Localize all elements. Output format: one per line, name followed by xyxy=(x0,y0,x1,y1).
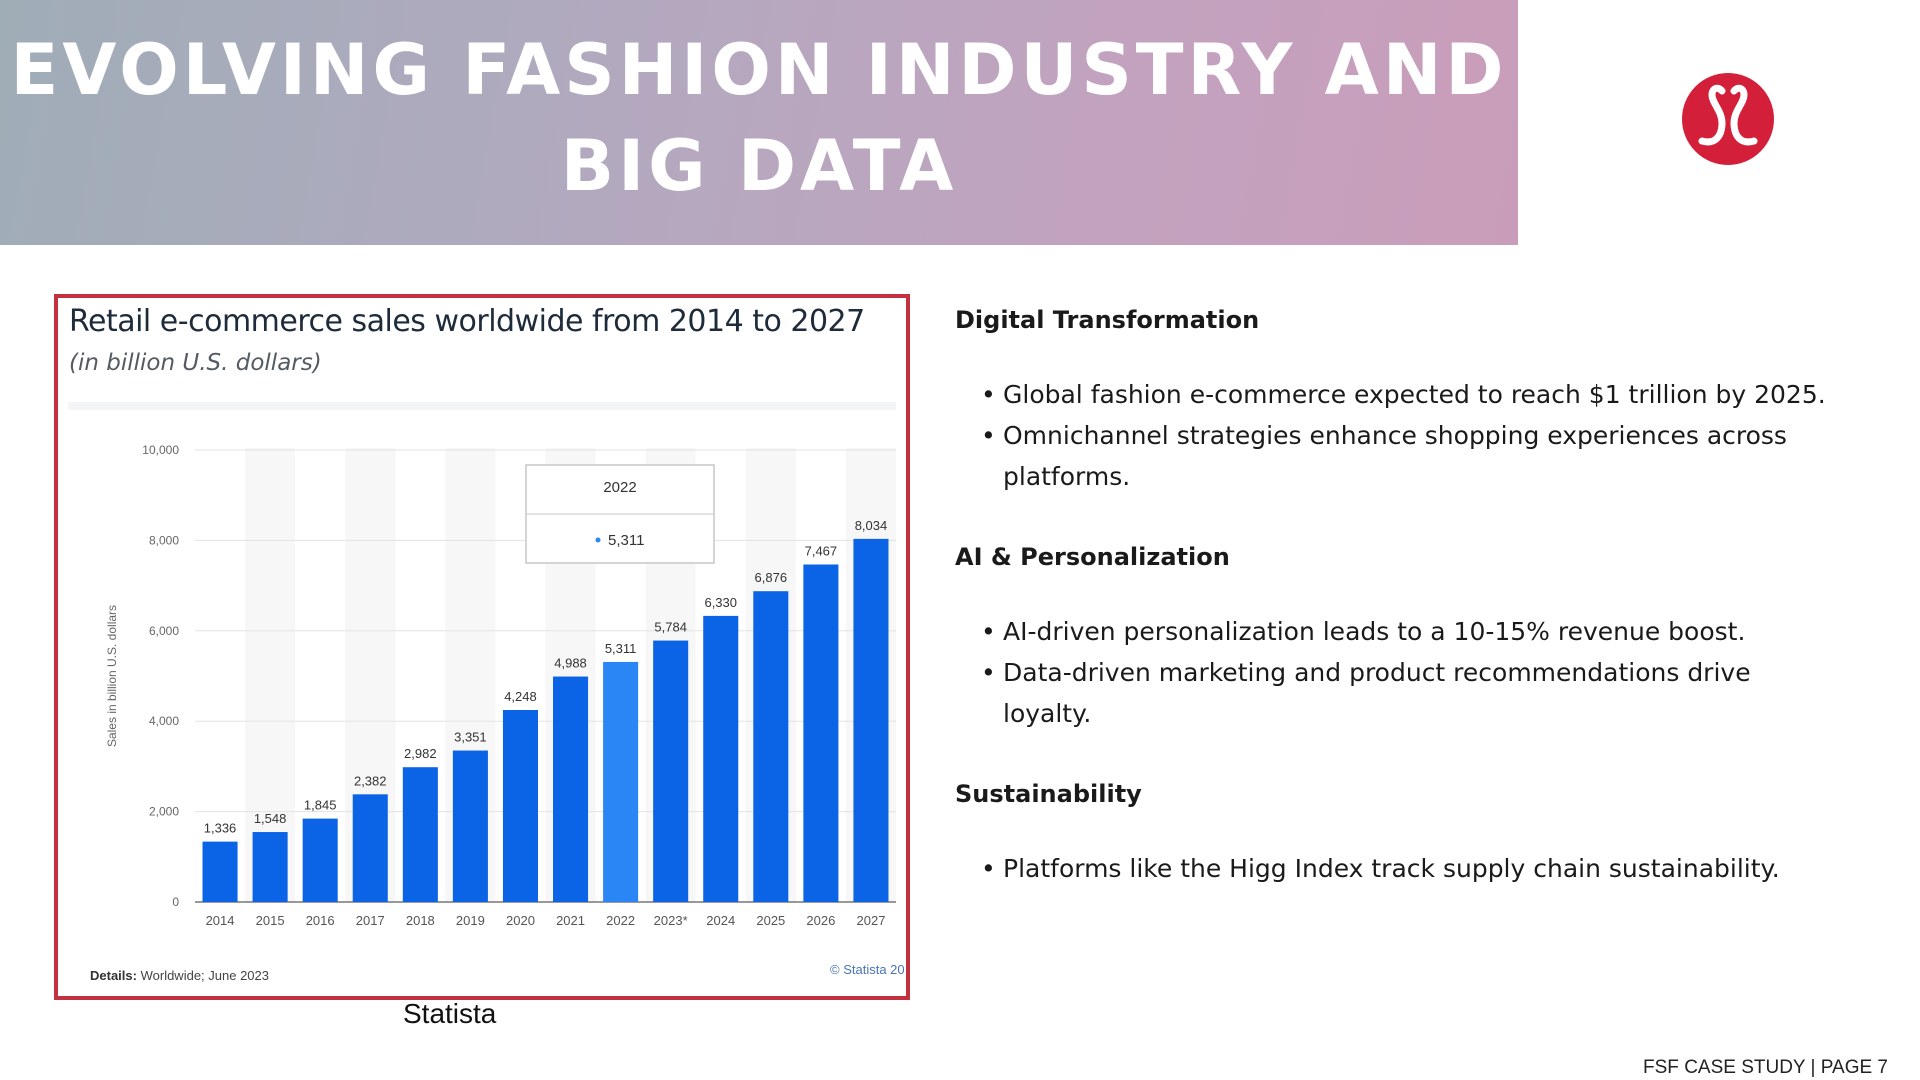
y-tick-label: 8,000 xyxy=(149,533,179,547)
bar-2018 xyxy=(402,767,438,902)
chart-subtitle: (in billion U.S. dollars) xyxy=(69,350,322,376)
lululemon-logo-icon xyxy=(1682,73,1774,165)
bar-2022 xyxy=(603,661,639,902)
y-tick-label: 0 xyxy=(172,895,179,909)
bar-2015 xyxy=(252,832,288,902)
data-label: 1,336 xyxy=(204,821,237,836)
y-tick-label: 2,000 xyxy=(149,805,179,819)
x-tick-label: 2026 xyxy=(806,913,835,928)
chart-details: Details: Worldwide; June 2023 xyxy=(90,968,269,983)
chart-copyright[interactable]: © Statista 20 xyxy=(830,962,905,977)
data-label: 4,248 xyxy=(504,689,537,704)
bullet-item: Platforms like the Higg Index track supp… xyxy=(955,848,1835,889)
page-footer: FSF CASE STUDY | PAGE 7 xyxy=(1643,1057,1888,1078)
data-label: 8,034 xyxy=(855,518,888,533)
title-banner: EVOLVING FASHION INDUSTRY AND BIG DATA xyxy=(0,0,1518,245)
x-tick-label: 2017 xyxy=(356,913,385,928)
x-tick-label: 2022 xyxy=(606,913,635,928)
bar-2019 xyxy=(452,750,488,902)
data-label: 1,548 xyxy=(254,811,287,826)
chart-frame: Retail e-commerce sales worldwide from 2… xyxy=(54,294,910,1000)
bar-2023* xyxy=(653,640,689,902)
bullet-item: Data-driven marketing and product recomm… xyxy=(955,652,1835,734)
x-tick-label: 2023* xyxy=(654,913,688,928)
bar-2017 xyxy=(352,794,388,902)
data-label: 2,382 xyxy=(354,773,387,788)
bullet-item: Global fashion e-commerce expected to re… xyxy=(955,374,1835,415)
data-label: 5,311 xyxy=(605,641,637,656)
page-title: EVOLVING FASHION INDUSTRY AND BIG DATA xyxy=(10,29,1508,207)
x-tick-label: 2025 xyxy=(756,913,785,928)
chart-header-band xyxy=(68,402,896,410)
data-label: 1,845 xyxy=(304,798,337,813)
x-tick-label: 2016 xyxy=(306,913,335,928)
tooltip-dot xyxy=(595,537,601,543)
x-tick-label: 2027 xyxy=(857,913,886,928)
y-tick-label: 6,000 xyxy=(149,624,179,638)
bar-2024 xyxy=(703,615,739,902)
bar-2027 xyxy=(853,538,889,902)
bullet-list: AI-driven personalization leads to a 10-… xyxy=(955,611,1835,734)
tooltip-value: 5,311 xyxy=(608,532,644,549)
bar-chart: 0 2,000 4,000 6,000 8,000 10,000 Sales in bill… xyxy=(68,402,896,928)
x-tick-label: 2019 xyxy=(456,913,485,928)
y-axis-label: Sales in billion U.S. dollars xyxy=(105,605,119,747)
section-heading: Sustainability xyxy=(955,780,1142,808)
data-label: 2,982 xyxy=(404,746,437,761)
data-label: 7,467 xyxy=(805,543,838,558)
bullet-item: AI-driven personalization leads to a 10-… xyxy=(955,611,1835,652)
bar-2020 xyxy=(502,709,538,902)
chart-caption: Statista xyxy=(403,998,497,1029)
section-heading: AI & Personalization xyxy=(955,543,1230,571)
bar-2026 xyxy=(803,564,839,902)
column-band xyxy=(245,448,296,902)
x-tick-label: 2020 xyxy=(506,913,535,928)
details-label: Details: xyxy=(90,968,137,983)
chart-title: Retail e-commerce sales worldwide from 2… xyxy=(69,304,865,339)
data-label: 6,876 xyxy=(755,570,788,585)
bar-2021 xyxy=(553,676,589,902)
x-tick-label: 2024 xyxy=(706,913,735,928)
bar-2025 xyxy=(753,591,789,902)
section-heading: Digital Transformation xyxy=(955,306,1260,334)
data-label: 5,784 xyxy=(654,620,687,635)
bullet-list: Platforms like the Higg Index track supp… xyxy=(955,848,1835,889)
data-label: 3,351 xyxy=(454,730,487,745)
details-text: Worldwide; June 2023 xyxy=(140,968,269,983)
x-tick-label: 2021 xyxy=(556,913,585,928)
data-label: 6,330 xyxy=(704,595,737,610)
data-label: 4,988 xyxy=(554,656,587,671)
bar-2016 xyxy=(302,818,338,902)
bullet-item: Omnichannel strategies enhance shopping … xyxy=(955,415,1835,497)
x-tick-label: 2018 xyxy=(406,913,435,928)
y-tick-label: 10,000 xyxy=(142,443,179,457)
bar-2014 xyxy=(202,841,238,902)
x-tick-label: 2015 xyxy=(256,913,285,928)
tooltip-title: 2022 xyxy=(603,479,636,496)
x-tick-label: 2014 xyxy=(206,913,235,928)
content-panel: Digital Transformation Global fashion e-… xyxy=(955,300,1835,889)
bullet-list: Global fashion e-commerce expected to re… xyxy=(955,374,1835,497)
y-tick-label: 4,000 xyxy=(149,714,179,728)
